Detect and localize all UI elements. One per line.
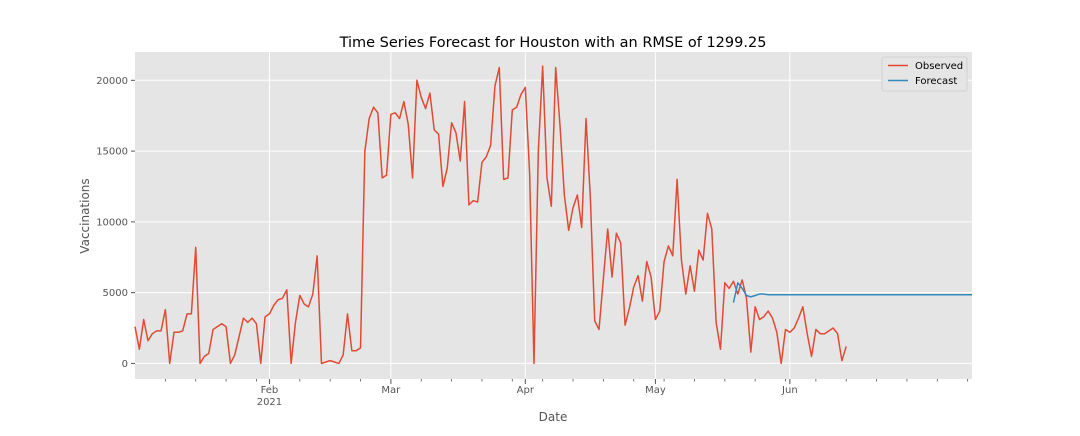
legend: Observed Forecast <box>881 56 968 92</box>
y-tick-label: 10000 <box>96 217 128 228</box>
x-axis-label: Date <box>539 410 568 424</box>
x-tick-label: May <box>645 385 666 396</box>
legend-label-observed: Observed <box>915 61 963 72</box>
x-tick-label: Mar <box>381 385 401 396</box>
x-tick-label: Feb <box>261 385 279 396</box>
x-tick-sublabel: 2021 <box>257 397 282 408</box>
y-tick-label: 20000 <box>96 76 128 87</box>
y-tick-label: 5000 <box>103 288 128 299</box>
series-line-observed <box>134 65 847 365</box>
legend-label-forecast: Forecast <box>915 76 957 87</box>
chart-title: Time Series Forecast for Houston with an… <box>339 35 767 51</box>
plot-area <box>135 52 972 379</box>
x-tick-label: Jun <box>781 385 798 396</box>
y-tick-label: 15000 <box>96 147 128 158</box>
grid-lines <box>135 52 972 379</box>
x-tick-label: Apr <box>517 385 535 396</box>
series-lines <box>134 65 972 365</box>
y-axis-label: Vaccinations <box>78 178 92 253</box>
y-tick-label: 0 <box>122 359 128 370</box>
series-line-forecast <box>732 281 972 303</box>
